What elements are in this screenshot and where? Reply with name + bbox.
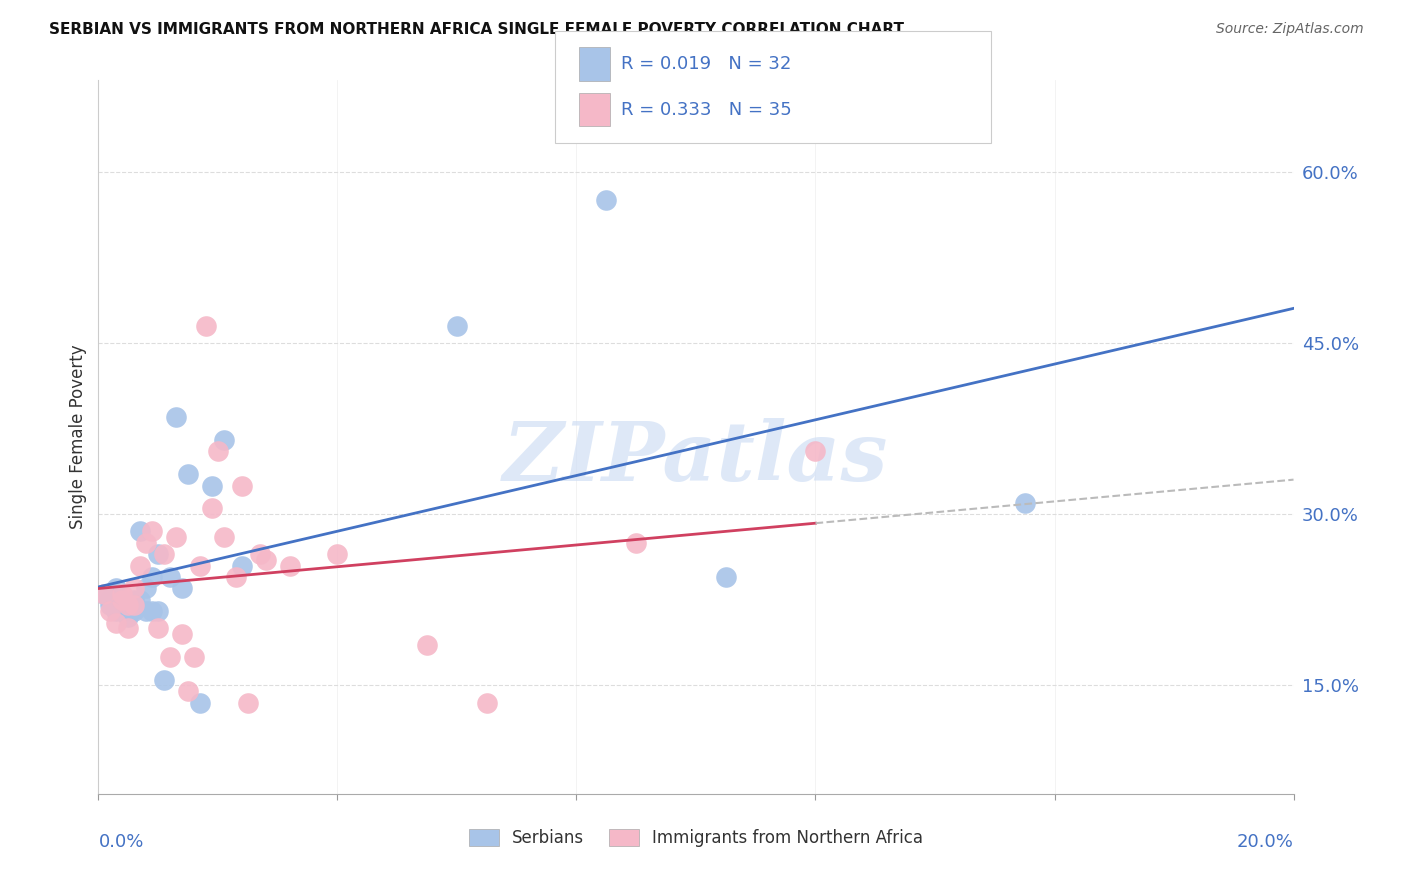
Point: [212, 530, 235, 544]
Point: [141, 524, 163, 539]
Point: [212, 433, 235, 447]
Point: [278, 558, 301, 573]
Point: [1014, 496, 1036, 510]
Point: [165, 530, 187, 544]
Point: [159, 570, 181, 584]
Point: [183, 649, 205, 664]
Point: [153, 673, 176, 687]
Point: [177, 467, 200, 482]
Point: [117, 599, 139, 613]
Point: [159, 649, 181, 664]
Point: [117, 621, 139, 635]
Text: ZIPatlas: ZIPatlas: [503, 418, 889, 499]
Point: [148, 621, 170, 635]
Point: [135, 604, 157, 618]
Point: [148, 547, 170, 561]
Point: [98, 604, 122, 618]
Point: [105, 615, 128, 630]
Point: [446, 318, 468, 333]
Point: [231, 558, 253, 573]
Point: [177, 684, 200, 698]
Point: [201, 501, 224, 516]
Point: [129, 592, 152, 607]
Point: [626, 535, 648, 549]
Point: [111, 592, 134, 607]
Point: [117, 610, 139, 624]
Point: [135, 535, 157, 549]
Point: [93, 587, 115, 601]
Point: [124, 599, 146, 613]
Point: [98, 592, 122, 607]
Point: [416, 639, 439, 653]
Point: [326, 547, 349, 561]
Text: SERBIAN VS IMMIGRANTS FROM NORTHERN AFRICA SINGLE FEMALE POVERTY CORRELATION CHA: SERBIAN VS IMMIGRANTS FROM NORTHERN AFRI…: [49, 22, 904, 37]
Point: [135, 582, 157, 596]
Point: [188, 558, 211, 573]
Point: [475, 696, 498, 710]
Point: [124, 604, 146, 618]
Point: [141, 604, 163, 618]
Point: [93, 587, 115, 601]
Point: [172, 582, 194, 596]
Point: [225, 570, 247, 584]
Point: [124, 582, 146, 596]
Point: [141, 570, 163, 584]
Point: [236, 696, 259, 710]
Text: R = 0.333   N = 35: R = 0.333 N = 35: [621, 101, 792, 119]
Point: [201, 478, 224, 492]
Y-axis label: Single Female Poverty: Single Female Poverty: [69, 345, 87, 529]
Point: [249, 547, 271, 561]
Text: Source: ZipAtlas.com: Source: ZipAtlas.com: [1216, 22, 1364, 37]
Point: [111, 592, 134, 607]
Point: [129, 524, 152, 539]
Text: 20.0%: 20.0%: [1237, 833, 1294, 851]
Point: [148, 604, 170, 618]
Point: [98, 599, 122, 613]
Point: [124, 592, 146, 607]
Point: [105, 582, 128, 596]
Point: [111, 604, 134, 618]
Point: [231, 478, 253, 492]
Point: [188, 696, 211, 710]
Point: [207, 444, 229, 458]
Text: R = 0.019   N = 32: R = 0.019 N = 32: [621, 55, 792, 73]
Point: [129, 558, 152, 573]
Point: [804, 444, 827, 458]
Point: [117, 599, 139, 613]
Point: [105, 604, 128, 618]
Point: [714, 570, 737, 584]
Point: [172, 627, 194, 641]
Legend: Serbians, Immigrants from Northern Africa: Serbians, Immigrants from Northern Afric…: [463, 822, 929, 854]
Point: [595, 193, 617, 207]
Point: [195, 318, 218, 333]
Point: [254, 553, 277, 567]
Point: [111, 587, 134, 601]
Text: 0.0%: 0.0%: [98, 833, 143, 851]
Point: [165, 410, 187, 425]
Point: [153, 547, 176, 561]
